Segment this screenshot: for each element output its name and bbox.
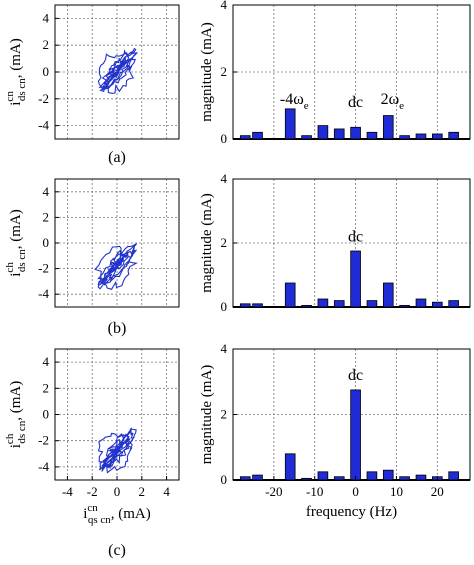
y-axis-label: ichds cn, (mA) bbox=[4, 209, 28, 276]
bar-plot-c-right: 0 2 4 -20 -10 0 10 20 dc magnitude (mA) frequency … bbox=[199, 341, 471, 520]
bar bbox=[252, 131, 263, 140]
y-tick-label: 4 bbox=[221, 341, 228, 356]
x-tick-label: -20 bbox=[265, 484, 282, 499]
bar bbox=[366, 300, 378, 308]
scatter-plot-c-left: -4 -2 0 2 4 -4 -2 0 2 4 ichds cn, (mA) icn qs cn, (m… bbox=[4, 348, 180, 526]
bar bbox=[350, 126, 361, 140]
annotation-label: dc bbox=[348, 94, 363, 111]
x-tick-label: 10 bbox=[390, 484, 403, 499]
bar bbox=[284, 108, 296, 140]
bar bbox=[317, 125, 329, 140]
y-tick-label: -4 bbox=[38, 118, 49, 133]
x-axis-label: frequency (Hz) bbox=[306, 504, 397, 520]
x-tick-label: 20 bbox=[431, 484, 444, 499]
y-axis-label-text: icnds cn, (mA) bbox=[4, 38, 28, 105]
bar bbox=[252, 474, 263, 481]
y-tick-label: 2 bbox=[43, 209, 50, 224]
y-axis-label-text: magnitude (mA) bbox=[199, 365, 215, 465]
annotation-label: dc bbox=[348, 228, 363, 245]
y-tick-label: 0 bbox=[221, 131, 228, 146]
panel-label: (a) bbox=[108, 149, 126, 166]
y-tick-label: 0 bbox=[43, 235, 50, 250]
y-tick-label: -2 bbox=[38, 433, 49, 448]
y-tick-label: 0 bbox=[221, 472, 228, 487]
y-axis-label: magnitude (mA) bbox=[199, 193, 215, 293]
bar bbox=[284, 453, 296, 481]
bar-plot-b-right: 0 2 4 dc magnitude (mA) bbox=[199, 171, 471, 314]
bar bbox=[415, 298, 427, 308]
x-tick-label: 4 bbox=[163, 484, 170, 499]
bar bbox=[350, 389, 361, 481]
bar bbox=[448, 300, 459, 308]
x-tick-label: -4 bbox=[62, 484, 73, 499]
y-axis-label: magnitude (mA) bbox=[199, 22, 215, 122]
y-tick-label: 4 bbox=[221, 171, 228, 186]
bar bbox=[382, 282, 394, 308]
x-tick-label: 2 bbox=[139, 484, 146, 499]
y-tick-label: 2 bbox=[221, 64, 228, 79]
y-tick-label: -2 bbox=[38, 91, 49, 106]
bar bbox=[415, 474, 427, 481]
y-tick-label: 2 bbox=[221, 407, 228, 422]
x-axis-label: icn qs cn, (mA) bbox=[83, 502, 150, 526]
annotation-label: 2ωe bbox=[381, 91, 405, 112]
y-tick-label: -2 bbox=[38, 261, 49, 276]
scatter-plot-a-left: -4 -2 0 2 4 icnds cn, (mA) bbox=[4, 4, 180, 140]
x-tick-label: -10 bbox=[306, 484, 323, 499]
bar bbox=[366, 131, 378, 140]
y-axis-label: icnds cn, (mA) bbox=[4, 38, 28, 105]
y-tick-label: 0 bbox=[43, 64, 50, 79]
bar bbox=[382, 469, 394, 481]
y-tick-label: -4 bbox=[38, 459, 49, 474]
y-tick-label: 0 bbox=[43, 407, 50, 422]
y-axis-label-text: ichds cn, (mA) bbox=[4, 209, 28, 276]
bar bbox=[366, 471, 378, 481]
trajectory-trace bbox=[94, 243, 138, 290]
bar bbox=[317, 298, 329, 308]
y-tick-label: 4 bbox=[43, 184, 50, 199]
y-axis-label-text: magnitude (mA) bbox=[199, 22, 215, 122]
bar bbox=[333, 300, 345, 308]
bar bbox=[284, 282, 296, 308]
bar bbox=[415, 133, 427, 140]
y-tick-label: 0 bbox=[221, 299, 228, 314]
bar bbox=[382, 115, 394, 140]
y-tick-label: 2 bbox=[221, 235, 228, 250]
trajectory-trace bbox=[97, 47, 139, 94]
bar bbox=[432, 301, 443, 308]
y-tick-label: 2 bbox=[43, 37, 50, 52]
y-axis-label: magnitude (mA) bbox=[199, 365, 215, 465]
bar bbox=[239, 135, 251, 140]
y-tick-label: -4 bbox=[38, 286, 49, 301]
panel-label: (c) bbox=[108, 542, 126, 559]
y-tick-label: 4 bbox=[43, 354, 50, 369]
y-axis-label-text: magnitude (mA) bbox=[199, 193, 215, 293]
annotation-label: dc bbox=[348, 367, 363, 384]
bar bbox=[448, 131, 459, 140]
bar bbox=[317, 471, 329, 481]
y-axis-label-text: ichds cn, (mA) bbox=[4, 381, 28, 448]
trajectory-trace bbox=[97, 427, 137, 474]
panel-label: (b) bbox=[108, 320, 127, 337]
bar-plot-a-right: 0 2 4 -4ωe dc 2ωe magnitude (mA) bbox=[199, 0, 471, 146]
bar bbox=[448, 471, 459, 481]
bar bbox=[301, 135, 312, 140]
y-tick-label: 2 bbox=[43, 380, 50, 395]
bar bbox=[399, 135, 410, 140]
x-tick-label: 0 bbox=[114, 484, 121, 499]
y-tick-label: 4 bbox=[221, 0, 228, 12]
bar bbox=[432, 133, 443, 140]
bar bbox=[333, 128, 345, 140]
x-tick-label: -2 bbox=[87, 484, 98, 499]
y-tick-label: 4 bbox=[43, 10, 50, 25]
bar bbox=[350, 250, 361, 308]
annotation-label: -4ωe bbox=[280, 91, 309, 112]
scatter-plot-b-left: -4 -2 0 2 4 ichds cn, (mA) bbox=[4, 178, 180, 308]
y-axis-label: ichds cn, (mA) bbox=[4, 381, 28, 448]
x-tick-label: 0 bbox=[352, 484, 359, 499]
